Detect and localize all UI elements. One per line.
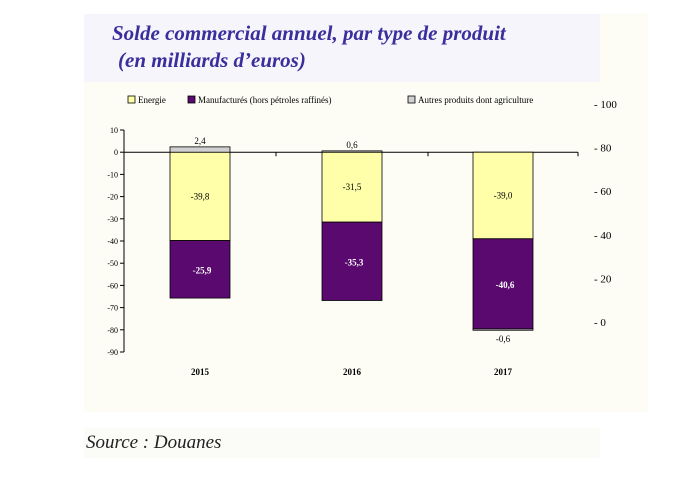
y2-axis-tick-label: - 80 bbox=[594, 143, 612, 155]
bar-2015-series-1 bbox=[169, 151, 231, 241]
title-band bbox=[84, 14, 600, 82]
y-axis-tick-label: 10 bbox=[110, 126, 118, 135]
legend-label-2: Manufacturés (hors pétroles raffinés) bbox=[198, 95, 332, 105]
bar-2015-series-2 bbox=[169, 240, 231, 299]
data-label-manufactures-2017: -40,6 bbox=[496, 280, 515, 290]
data-label-manufactures-2015: -25,9 bbox=[193, 265, 212, 275]
y2-axis-tick-label: - 20 bbox=[594, 273, 612, 285]
data-label-manufactures-2016: -35,3 bbox=[345, 257, 364, 267]
y2-axis-tick-label: - 60 bbox=[594, 186, 612, 198]
data-label-energie-2015: -39,8 bbox=[191, 191, 210, 201]
y2-axis-tick-label: - 100 bbox=[594, 99, 617, 111]
data-label-autres-2015: 2,4 bbox=[194, 136, 206, 146]
data-label-energie-2016: -31,5 bbox=[343, 182, 362, 192]
y2-axis-tick-label: - 0 bbox=[594, 317, 606, 329]
y-axis-tick-label: -30 bbox=[107, 215, 118, 224]
source-note: Source : Douanes bbox=[86, 432, 222, 453]
y-axis-tick-label: -10 bbox=[107, 170, 118, 179]
bar-2017-series-1 bbox=[472, 151, 534, 240]
legend-swatch-3 bbox=[407, 95, 416, 104]
bar-2017-series-3 bbox=[472, 328, 534, 331]
bar-2015-series-3 bbox=[169, 146, 231, 153]
bar-2016-series-1 bbox=[321, 151, 383, 223]
x-axis-category-label: 2017 bbox=[494, 367, 513, 377]
chart-title: Solde commercial annuel, par type de pro… bbox=[112, 20, 602, 74]
x-axis-category-label: 2016 bbox=[343, 367, 362, 377]
y-axis-tick-label: -50 bbox=[107, 259, 118, 268]
bar-2016-series-2 bbox=[321, 221, 383, 301]
y-axis-tick-label: 0 bbox=[114, 148, 118, 157]
bar-2017-series-2 bbox=[472, 238, 534, 330]
data-label-autres-2016: 0,6 bbox=[346, 140, 358, 150]
legend-label-3: Autres produits dont agriculture bbox=[418, 95, 533, 105]
y-axis-tick-label: -90 bbox=[107, 348, 118, 357]
y-axis-tick-label: -80 bbox=[107, 326, 118, 335]
y2-axis-tick-label: - 40 bbox=[594, 230, 612, 242]
y-axis-tick-label: -40 bbox=[107, 237, 118, 246]
legend-label-1: Energie bbox=[138, 95, 166, 105]
title-line-1: Solde commercial annuel, par type de pro… bbox=[112, 21, 506, 45]
data-label-autres-2017: -0,6 bbox=[496, 334, 511, 344]
title-line-2: (en milliards d’euros) bbox=[118, 48, 306, 72]
y-axis-tick-label: -60 bbox=[107, 281, 118, 290]
source-band bbox=[84, 428, 600, 458]
legend-swatch-1 bbox=[127, 95, 136, 104]
legend-swatch-2 bbox=[187, 95, 196, 104]
x-axis-category-label: 2015 bbox=[191, 367, 210, 377]
y-axis-tick-label: -20 bbox=[107, 193, 118, 202]
data-label-energie-2017: -39,0 bbox=[494, 190, 513, 200]
y-axis-tick-label: -70 bbox=[107, 304, 118, 313]
bar-2016-series-3 bbox=[321, 150, 383, 153]
